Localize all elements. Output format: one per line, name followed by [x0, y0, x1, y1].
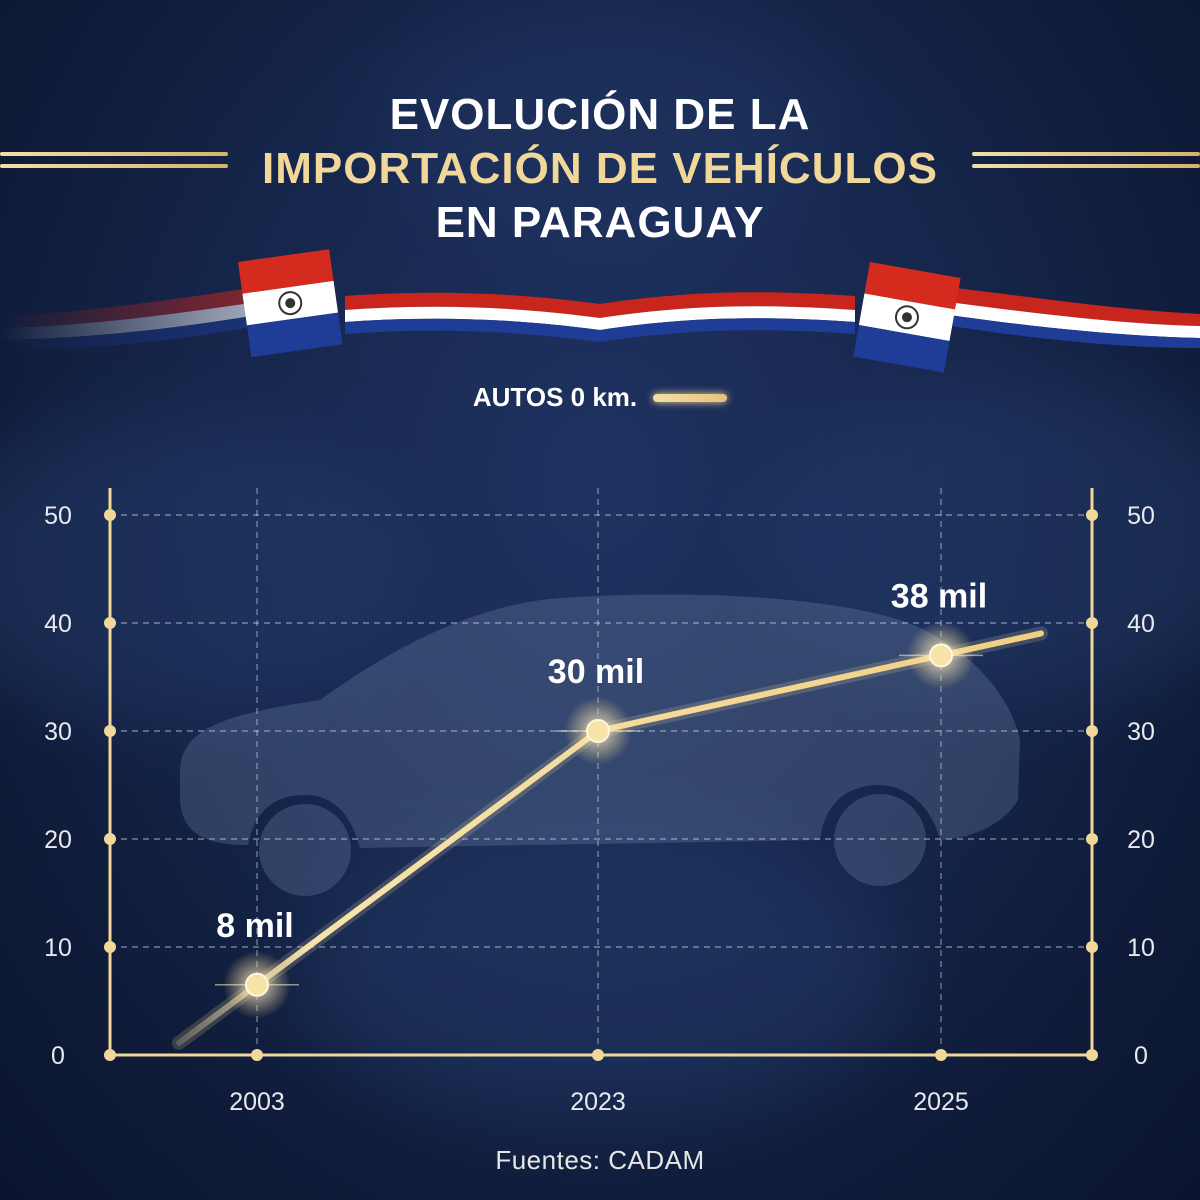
x-tick-label: 2025	[913, 1088, 969, 1116]
y-tick-label-left: 10	[44, 934, 72, 962]
data-point	[929, 643, 953, 668]
data-point	[245, 972, 269, 997]
title-line-3: EN PARAGUAY	[435, 198, 765, 247]
legend-swatch	[653, 393, 728, 402]
title-line-2: IMPORTACIÓN DE VEHÍCULOS	[262, 144, 938, 193]
x-tick-marker	[935, 1049, 947, 1061]
source-note: Fuentes: CADAM	[495, 1145, 705, 1175]
y-tick-label-left: 20	[44, 826, 72, 854]
y-tick-label-right: 10	[1127, 934, 1155, 962]
y-tick-label-right: 50	[1127, 502, 1155, 530]
title-line-1: EVOLUCIÓN DE LA	[389, 90, 811, 139]
y-tick-label-right: 30	[1127, 718, 1155, 746]
x-tick-marker	[592, 1049, 604, 1061]
y-tick-label-left: 50	[44, 502, 72, 530]
background-cloud	[380, 0, 840, 260]
flag-right	[853, 262, 961, 373]
y-tick-label-left: 40	[44, 610, 72, 638]
title-decoration-right	[972, 152, 1200, 182]
y-tick-label-left: 30	[44, 718, 72, 746]
data-label: 8 mil	[216, 907, 293, 945]
data-point	[586, 719, 610, 743]
x-tick-label: 2023	[570, 1088, 626, 1116]
x-tick-label: 2003	[229, 1088, 285, 1116]
y-tick-label-right: 0	[1134, 1042, 1148, 1070]
y-tick-label-right: 20	[1127, 826, 1155, 854]
y-tick-label-left: 0	[51, 1042, 65, 1070]
y-tick-label-right: 40	[1127, 610, 1155, 638]
paraguay-flag-ribbon	[0, 249, 1200, 373]
data-label: 30 mil	[548, 653, 644, 691]
chart-title: EVOLUCIÓN DE LA IMPORTACIÓN DE VEHÍCULOS…	[0, 88, 1200, 250]
chart-legend: AUTOS 0 km.	[0, 382, 1200, 413]
data-label: 38 mil	[891, 577, 987, 615]
legend-label: AUTOS 0 km.	[472, 382, 638, 412]
background-cloud	[300, 820, 900, 1120]
title-decoration-left	[0, 152, 228, 182]
x-tick-marker	[251, 1049, 263, 1061]
flag-left	[238, 249, 343, 358]
ribbon-middle	[345, 292, 855, 342]
background-cloud	[0, 420, 420, 720]
